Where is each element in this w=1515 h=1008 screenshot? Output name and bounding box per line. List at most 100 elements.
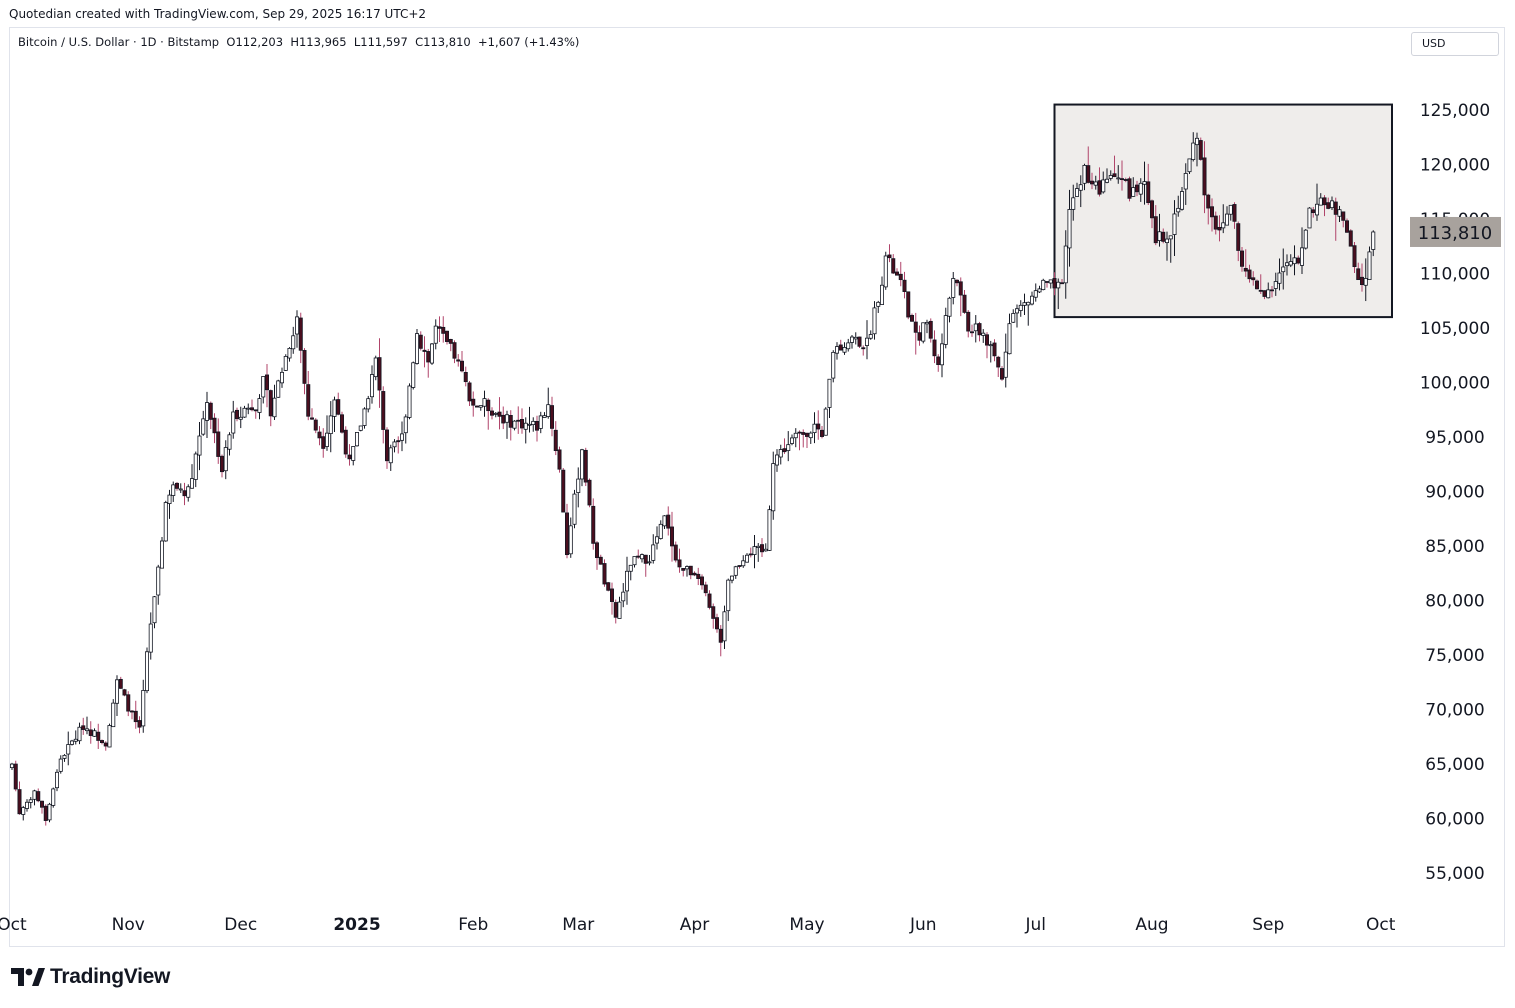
- candle-body: [1172, 213, 1177, 235]
- candle-body: [126, 694, 131, 712]
- candle-body: [1217, 226, 1222, 231]
- candle-body: [692, 572, 697, 576]
- candle-body: [448, 338, 453, 344]
- candle-body: [283, 356, 288, 371]
- y-tick-label: 70,000: [1425, 701, 1484, 721]
- candle-body: [557, 449, 562, 470]
- candle-body: [868, 334, 873, 339]
- x-tick-label: May: [789, 915, 824, 935]
- candle-body: [1142, 181, 1147, 185]
- candle-body: [414, 333, 419, 364]
- candle-body: [1052, 278, 1057, 289]
- candle-body: [411, 362, 416, 388]
- candle-body: [47, 803, 52, 821]
- candle-body: [1296, 257, 1301, 264]
- candle-body: [182, 490, 187, 497]
- candle-body: [737, 565, 742, 567]
- candle-body: [234, 409, 239, 420]
- y-tick-label: 105,000: [1420, 319, 1490, 339]
- x-tick-label: 2025: [333, 915, 380, 935]
- candle-body: [1183, 173, 1188, 190]
- candle-body: [81, 725, 86, 730]
- candle-body: [673, 544, 678, 561]
- tradingview-brand: TradingView: [11, 965, 170, 989]
- candle-body: [163, 502, 168, 542]
- candle-body: [880, 284, 885, 305]
- x-tick-label: Apr: [680, 915, 709, 935]
- candle-body: [392, 441, 397, 448]
- candle-body: [1195, 137, 1200, 146]
- candle-body: [129, 710, 134, 713]
- candle-body: [1056, 281, 1061, 289]
- candle-body: [396, 440, 401, 443]
- candle-body: [621, 591, 626, 602]
- candle-body: [1202, 157, 1207, 196]
- candle-body: [670, 526, 675, 547]
- candle-body: [700, 576, 705, 586]
- candle-body: [917, 332, 922, 341]
- candle-body: [1157, 231, 1162, 241]
- currency-selector[interactable]: USD: [1411, 32, 1499, 56]
- candle-body: [264, 374, 269, 391]
- candle-body: [122, 689, 127, 696]
- candle-body: [797, 431, 802, 434]
- candle-body: [662, 515, 667, 527]
- candle-body: [531, 420, 536, 426]
- candle-body: [1251, 277, 1256, 281]
- candle-body: [1003, 351, 1008, 378]
- candle-body: [452, 342, 457, 359]
- candle-body: [85, 728, 90, 732]
- candle-body: [32, 790, 37, 800]
- candle-body: [1281, 266, 1286, 273]
- y-tick-label: 110,000: [1420, 265, 1490, 285]
- candle-body: [685, 566, 690, 570]
- candle-body: [433, 325, 438, 344]
- candle-body: [1363, 278, 1368, 286]
- candle-body: [231, 411, 236, 434]
- candle-body: [902, 279, 907, 292]
- candle-body: [351, 446, 356, 461]
- candle-body: [159, 540, 164, 569]
- candle-body: [137, 720, 142, 728]
- chart-frame: [9, 27, 1505, 947]
- candle-body: [1243, 267, 1248, 272]
- candle-body: [1161, 231, 1166, 242]
- candle-body: [973, 323, 978, 332]
- candle-body: [520, 419, 525, 429]
- candle-body: [1345, 220, 1350, 233]
- candle-body: [861, 347, 866, 350]
- candle-body: [786, 444, 791, 451]
- candle-body: [1135, 184, 1140, 193]
- candle-body: [1041, 279, 1046, 291]
- candle-body: [1067, 209, 1072, 249]
- candle-body: [681, 568, 686, 571]
- candle-body: [827, 378, 832, 408]
- candle-body: [111, 702, 116, 728]
- candle-body: [895, 271, 900, 276]
- candle-body: [988, 344, 993, 347]
- x-tick-label: Oct: [0, 915, 27, 935]
- candle-body: [1033, 290, 1038, 298]
- y-tick-label: 65,000: [1425, 755, 1484, 775]
- last-price-value: 113,810: [1418, 223, 1492, 244]
- candle-body: [463, 371, 468, 383]
- last-price-label: 113,810: [1410, 216, 1501, 247]
- candle-body: [580, 449, 585, 480]
- candle-body: [696, 573, 701, 579]
- time-axis[interactable]: Oct Nov Dec 2025 Feb Mar Apr May Jun Jul Aug Sep Oct: [0, 915, 1396, 935]
- candle-body: [373, 357, 378, 378]
- candle-body: [55, 771, 60, 789]
- candle-body: [985, 334, 990, 346]
- candle-body: [1318, 197, 1323, 206]
- candle-body: [576, 478, 581, 493]
- candle-body: [947, 297, 952, 317]
- candle-body: [208, 402, 213, 420]
- candle-body: [842, 347, 847, 353]
- candle-body: [591, 505, 596, 544]
- candle-body: [9, 763, 14, 769]
- candle-body: [1101, 179, 1106, 193]
- candle-body: [906, 291, 911, 318]
- candle-body: [403, 416, 408, 434]
- candle-body: [467, 382, 472, 402]
